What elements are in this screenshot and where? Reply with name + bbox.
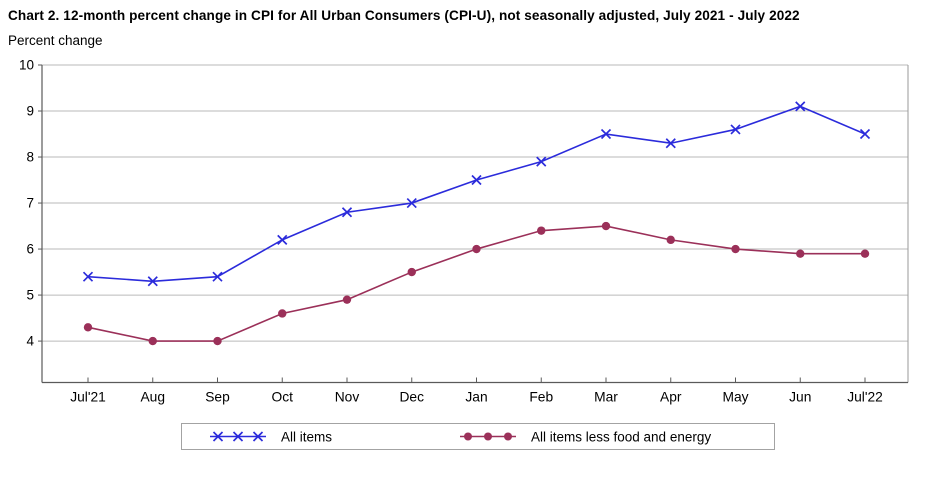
legend: All items All items less food and energy	[181, 423, 775, 450]
legend-label-all-items: All items	[281, 429, 333, 444]
svg-text:7: 7	[26, 196, 34, 211]
all-items-line-sample-icon	[210, 431, 266, 442]
legend-label-all-items-less-food-energy: All items less food and energy	[531, 429, 712, 444]
svg-text:Jan: Jan	[465, 390, 487, 405]
svg-text:May: May	[722, 390, 748, 405]
svg-text:Oct: Oct	[272, 390, 294, 405]
svg-text:Aug: Aug	[140, 390, 165, 405]
svg-text:8: 8	[26, 150, 34, 165]
svg-text:Jul'21: Jul'21	[70, 390, 106, 405]
legend-item-all-items-less-food-energy: All items less food and energy	[458, 429, 711, 444]
svg-text:Nov: Nov	[335, 390, 360, 405]
svg-text:Apr: Apr	[660, 390, 682, 405]
all-items-less-food-energy-line-sample-icon	[460, 432, 516, 441]
svg-text:6: 6	[26, 242, 34, 257]
svg-text:9: 9	[26, 104, 34, 119]
plot-area: 4 5 6 7 8 9 10 Jul'21 Aug Sep Oct Nov Dec Jan Feb Mar Ap…	[19, 58, 909, 405]
chart-title: Chart 2. 12-month percent change in CPI …	[8, 8, 800, 23]
y-axis-unit-label: Percent change	[8, 33, 103, 48]
svg-text:Feb: Feb	[529, 390, 553, 405]
svg-text:4: 4	[26, 334, 34, 349]
legend-item-all-items: All items	[208, 429, 332, 444]
svg-text:10: 10	[19, 58, 34, 73]
svg-text:Mar: Mar	[594, 390, 618, 405]
svg-text:5: 5	[26, 288, 34, 303]
svg-text:Jun: Jun	[789, 390, 811, 405]
svg-text:Dec: Dec	[399, 390, 424, 405]
svg-text:Sep: Sep	[205, 390, 230, 405]
svg-text:Jul'22: Jul'22	[847, 390, 883, 405]
